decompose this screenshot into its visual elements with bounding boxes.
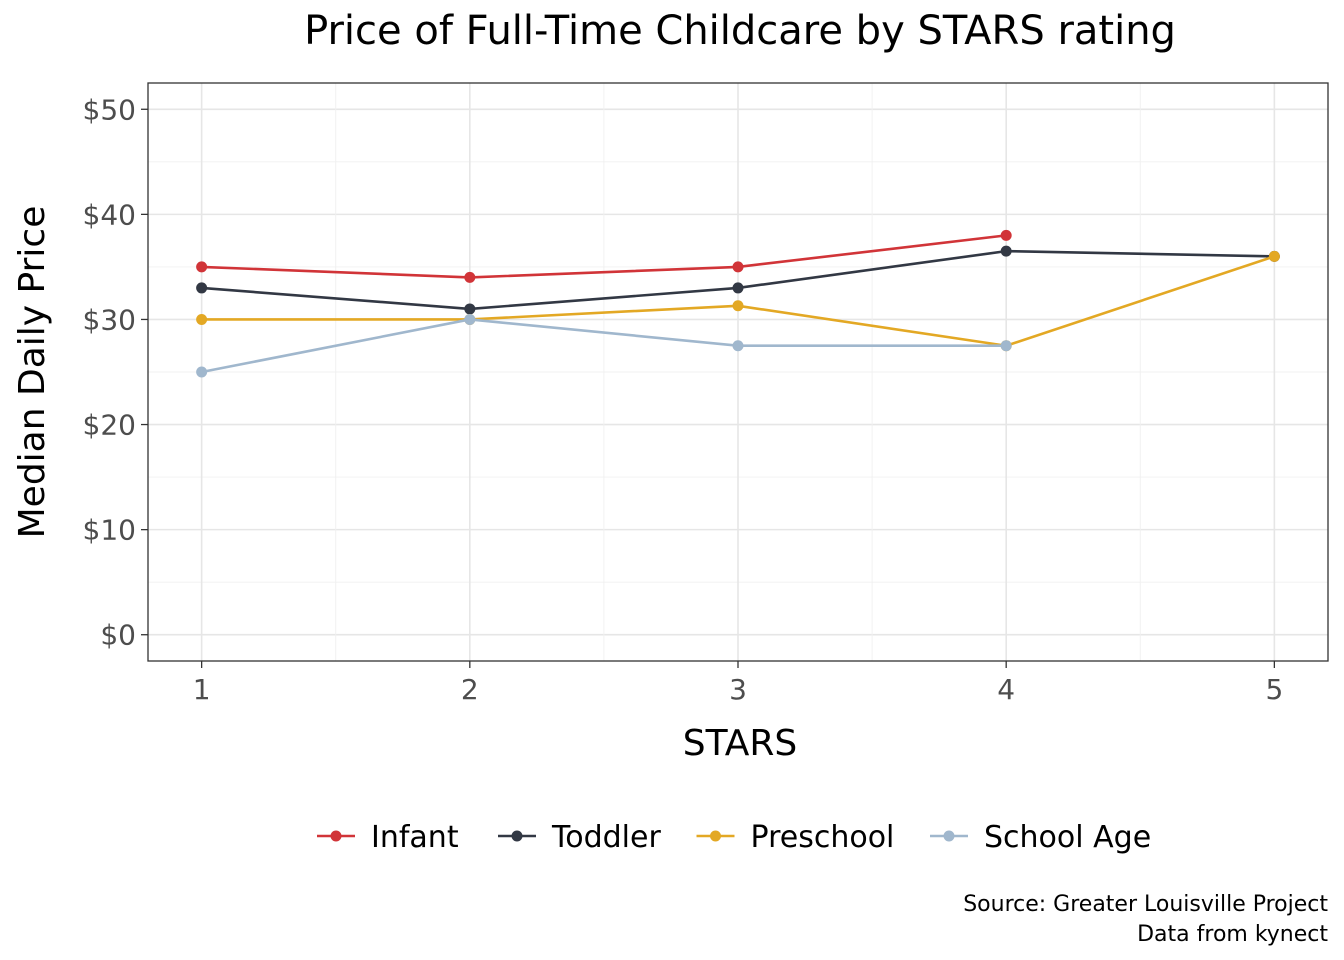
data-point-school-age — [1000, 340, 1012, 352]
x-tick-label: 4 — [997, 673, 1015, 706]
data-point-school-age — [196, 366, 208, 378]
data-point-preschool — [732, 300, 744, 312]
gridlines — [148, 83, 1328, 661]
data-point-infant — [1000, 229, 1012, 241]
y-axis: $0 $10 $20 $30 $40 $50 — [83, 93, 148, 652]
x-tick-label: 3 — [729, 673, 747, 706]
legend-label-preschool: Preschool — [751, 820, 895, 855]
series-lines — [196, 229, 1280, 378]
legend: Infant Toddler Preschool School Age — [317, 820, 1151, 855]
legend-key-point — [511, 830, 523, 842]
y-tick-label: $0 — [100, 619, 136, 652]
y-tick-label: $40 — [83, 198, 136, 231]
legend-key-point — [943, 830, 955, 842]
legend-key-point — [710, 830, 721, 842]
data-point-toddler — [732, 282, 744, 294]
chart-title: Price of Full-Time Childcare by STARS ra… — [304, 8, 1176, 54]
series-line-school-age — [201, 318, 1007, 374]
data-point-toddler — [1000, 245, 1012, 257]
data-point-toddler — [196, 282, 208, 294]
legend-key-point — [330, 830, 342, 842]
x-tick-label: 1 — [193, 673, 211, 706]
data-point-preschool — [1268, 250, 1280, 262]
data-point-infant — [196, 261, 208, 273]
data-point-infant — [464, 271, 476, 283]
series-school-age — [196, 313, 1012, 378]
legend-item-toddler: Toddler — [498, 820, 661, 855]
y-tick-label: $10 — [83, 514, 136, 547]
legend-label-infant: Infant — [371, 820, 459, 855]
legend-item-preschool: Preschool — [696, 820, 895, 855]
caption-data-source: Data from kynect — [1137, 922, 1328, 947]
caption-source: Source: Greater Louisville Project — [963, 892, 1328, 917]
y-axis-title: Median Daily Price — [12, 206, 53, 539]
x-axis-title: STARS — [683, 723, 798, 764]
legend-item-infant: Infant — [317, 820, 459, 855]
y-tick-label: $50 — [83, 93, 136, 126]
x-tick-label: 2 — [461, 673, 479, 706]
legend-label-toddler: Toddler — [551, 820, 661, 855]
data-point-infant — [732, 261, 744, 273]
data-point-preschool — [196, 313, 208, 325]
y-tick-label: $20 — [83, 409, 136, 442]
data-point-school-age — [464, 313, 476, 325]
data-point-school-age — [732, 340, 744, 352]
series-line-infant — [201, 234, 1007, 279]
x-axis: 1 2 3 4 5 — [193, 661, 1283, 706]
legend-label-school-age: School Age — [984, 820, 1151, 855]
x-tick-label: 5 — [1265, 673, 1283, 706]
data-point-toddler — [464, 303, 476, 315]
y-tick-label: $30 — [83, 303, 136, 336]
series-infant — [196, 229, 1012, 283]
legend-item-school-age: School Age — [930, 820, 1151, 855]
